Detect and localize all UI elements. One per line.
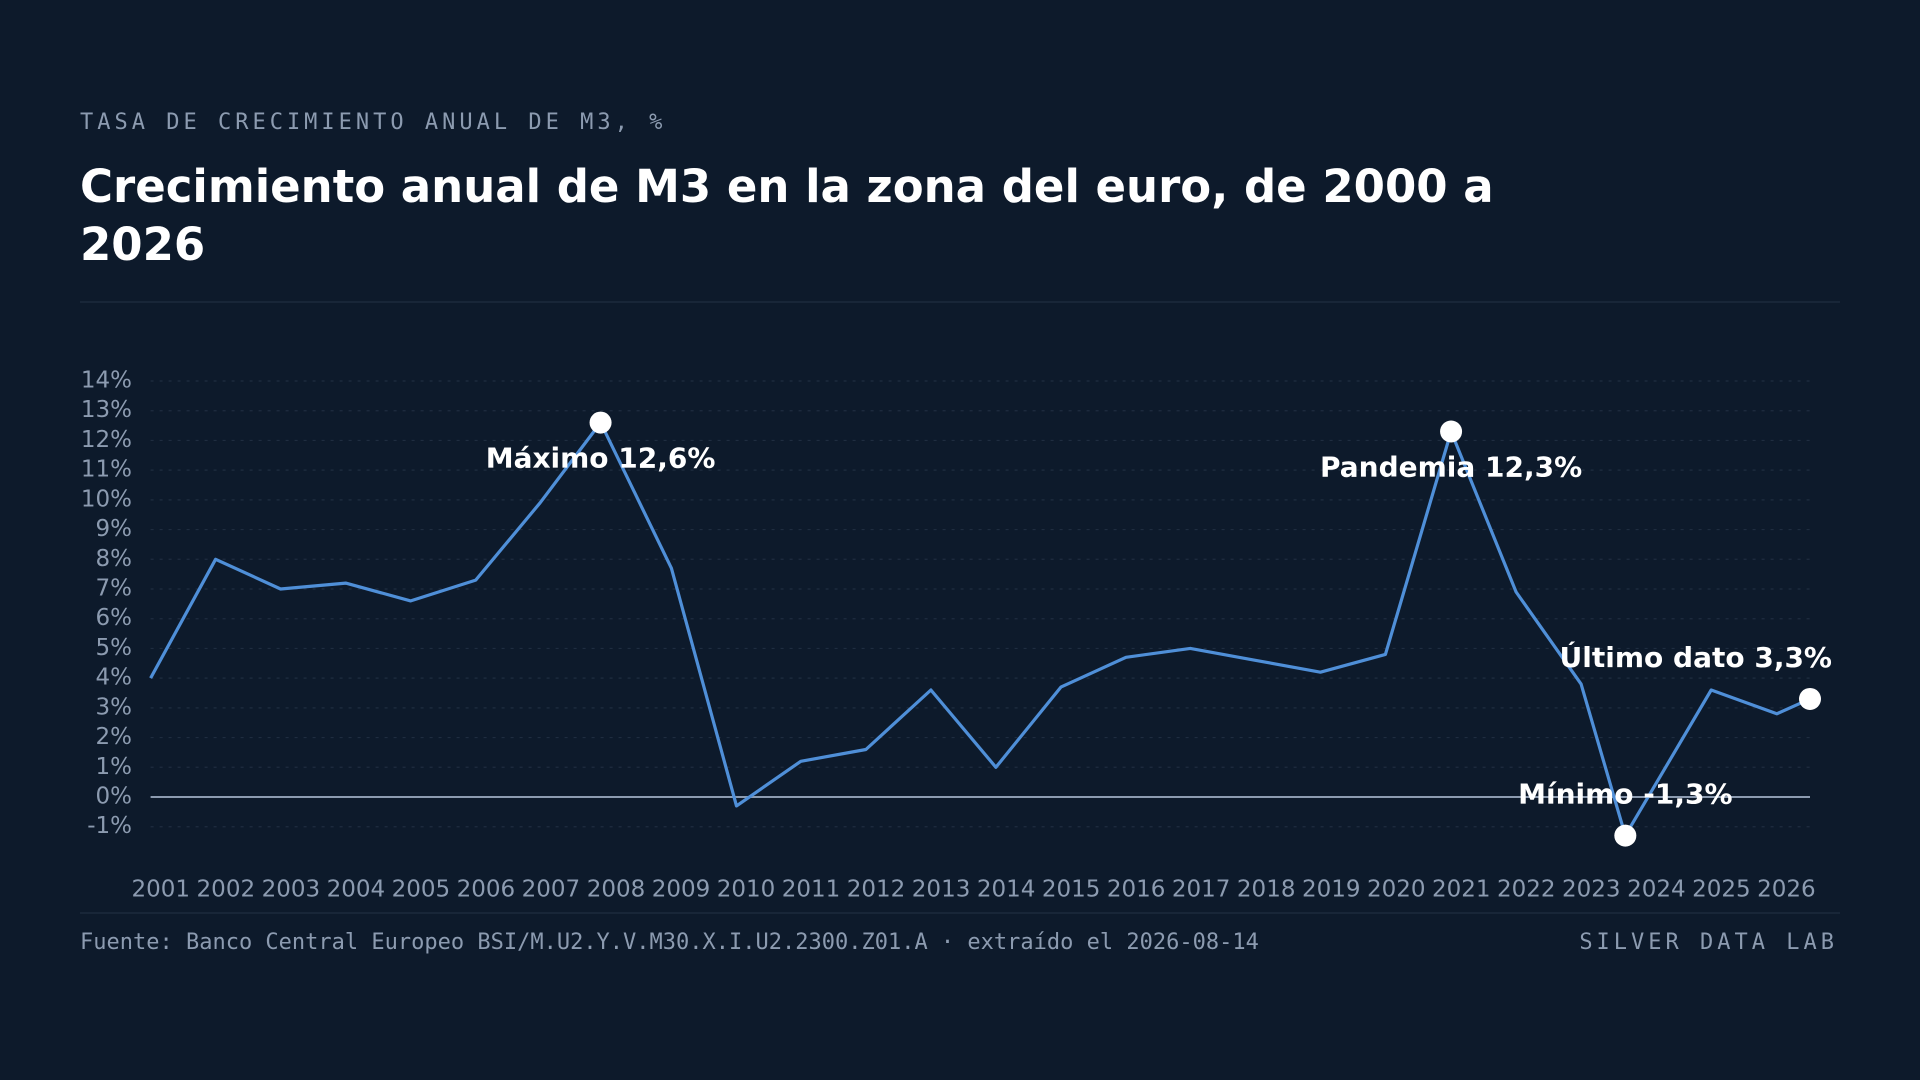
x-tick-label: 2014 xyxy=(977,877,1036,903)
x-tick-label: 2001 xyxy=(132,877,191,903)
x-tick-label: 2021 xyxy=(1432,877,1491,903)
annotation-marker xyxy=(1799,687,1821,710)
y-tick-label: 12% xyxy=(81,427,132,453)
source: Fuente: Banco Central Europeo BSI/M.U2.Y… xyxy=(80,930,1259,955)
y-tick-label: 11% xyxy=(81,457,132,483)
annotation-marker xyxy=(1614,824,1637,847)
x-tick-label: 2024 xyxy=(1627,877,1686,903)
x-tick-label: 2019 xyxy=(1302,877,1361,903)
annotation: Mínimo -1,3% xyxy=(1518,778,1732,811)
y-tick-label: 4% xyxy=(96,665,133,691)
annotation-marker xyxy=(589,411,612,434)
x-tick-label: 2017 xyxy=(1172,877,1231,903)
x-tick-label: 2018 xyxy=(1237,877,1296,903)
x-tick-label: 2025 xyxy=(1692,877,1751,903)
y-tick-label: 10% xyxy=(81,486,132,512)
x-tick-label: 2008 xyxy=(587,877,646,903)
x-tick-label: 2020 xyxy=(1367,877,1426,903)
x-tick-label: 2012 xyxy=(847,877,906,903)
x-tick-label: 2005 xyxy=(392,877,451,903)
x-tick-label: 2023 xyxy=(1562,877,1621,903)
y-tick-label: 3% xyxy=(96,694,133,720)
y-tick-label: 13% xyxy=(81,397,132,423)
x-tick-label: 2010 xyxy=(717,877,776,903)
y-tick-label: 1% xyxy=(96,754,133,780)
x-tick-label: 2026 xyxy=(1757,877,1816,903)
annotation-marker xyxy=(1440,420,1463,443)
x-tick-label: 2013 xyxy=(912,877,971,903)
line xyxy=(149,421,1811,838)
x-tick-label: 2002 xyxy=(197,877,256,903)
x-tick-label: 2006 xyxy=(457,877,516,903)
x-tick-label: 2022 xyxy=(1497,877,1556,903)
annotation: Máximo 12,6% xyxy=(486,442,716,475)
chart-title: Crecimiento anual de M3 en la zona del e… xyxy=(80,160,1494,271)
x-tick-label: 2004 xyxy=(327,877,386,903)
y-tick-label: 6% xyxy=(96,605,133,631)
x-tick-label: 2015 xyxy=(1042,877,1101,903)
x-tick-label: 2016 xyxy=(1107,877,1166,903)
annotation: Pandemia 12,3% xyxy=(1320,451,1582,484)
brand: SILVER DATA LAB xyxy=(1579,930,1838,955)
y-tick-label: 2% xyxy=(96,724,133,750)
x-tick-label: 2009 xyxy=(652,877,711,903)
y-tick-label: 0% xyxy=(96,784,133,810)
y-tick-label: 8% xyxy=(96,546,133,572)
y-tick-label: 7% xyxy=(96,576,133,602)
y-tick-label: -1% xyxy=(87,813,132,839)
annotation: Último dato 3,3% xyxy=(1560,640,1832,674)
y-tick-label: 5% xyxy=(96,635,133,661)
y-tick-label: 14% xyxy=(81,368,132,394)
y-tick-label: 9% xyxy=(96,516,133,542)
x-tick-label: 2007 xyxy=(522,877,581,903)
x-tick-label: 2011 xyxy=(782,877,841,903)
x-tick-label: 2003 xyxy=(262,877,321,903)
chart-subtitle: TASA DE CRECIMIENTO ANUAL DE M3, % xyxy=(80,110,667,135)
